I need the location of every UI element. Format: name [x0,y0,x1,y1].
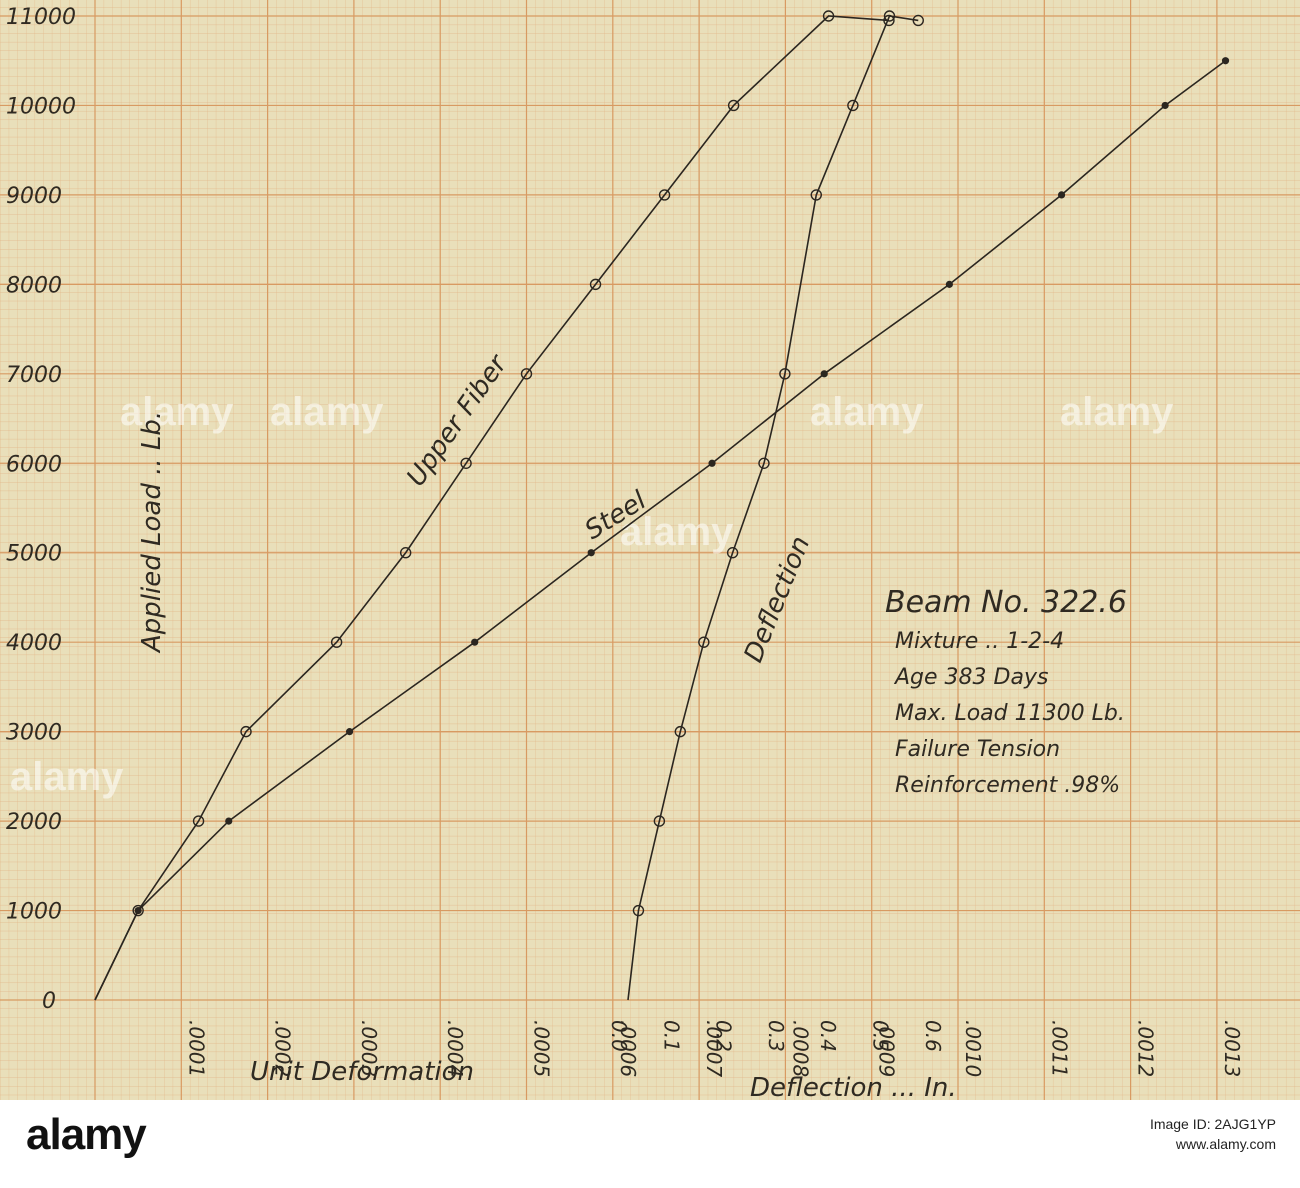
x-tick-label: .0009 [875,1020,899,1077]
x-axis-label: Unit Deformation [250,1057,474,1087]
minor-grid [0,0,1300,1100]
data-point [345,728,354,736]
y-tick-label: 1000 [6,900,62,925]
series-line [94,60,1227,1001]
y-tick-label: 3000 [6,721,62,746]
x-tick-label: .0007 [702,1020,726,1078]
beam-detail-line: Mixture .. 1-2-4 [895,629,1064,654]
x-tick-label: .0006 [616,1020,640,1077]
data-point [1221,57,1230,65]
x-tick-label: .0008 [788,1020,812,1077]
x2-tick-label: 0.1 [659,1020,683,1052]
y-tick-label: 2000 [6,810,62,835]
y-tick-label: 11000 [6,5,76,30]
series-line [627,15,919,1001]
beam-detail-line: Age 383 Days [893,665,1048,690]
data-point [632,904,645,917]
data-point [658,189,671,201]
y-tick-label: 8000 [6,273,62,298]
y-tick-label: 10000 [6,94,76,119]
x-tick-label: .0005 [530,1020,554,1077]
x-tick-label: .0011 [1047,1020,1071,1077]
x2-tick-label: 0.5 [869,1020,893,1052]
data-point [520,368,533,380]
x-tick-label: .0001 [184,1020,208,1077]
data-point [587,549,595,557]
beam-title: Beam No. 322.6 [885,585,1127,620]
x-tick-label: .0004 [443,1020,467,1077]
beam-detail-line: Max. Load 11300 Lb. [895,701,1125,726]
data-point [945,280,953,288]
x2-tick-label: 0.0 [607,1020,631,1052]
x2-axis-label: Deflection ... In. [750,1073,957,1100]
footer-bar [0,1100,1300,1188]
x2-tick-label: 0.4 [816,1020,840,1052]
footer-logo: alamy [26,1110,147,1159]
data-point [698,636,710,648]
data-point [822,10,835,22]
data-point [589,278,602,291]
data-point [810,189,822,201]
data-point [192,815,205,827]
y-tick-label: 6000 [6,452,62,477]
y-tick-label: 9000 [6,184,62,209]
data-point [674,725,686,738]
data-point [653,815,666,827]
data-point [399,547,412,559]
data-point [471,638,479,646]
watermark-text: alamy [810,390,924,434]
watermark-text: alamy [120,390,234,434]
data-point [708,459,716,467]
data-point [132,904,144,917]
x-tick-label: .0013 [1220,1020,1244,1077]
data-point [883,10,896,22]
series-line [94,15,890,1001]
x-tick-label: .0012 [1134,1020,1158,1077]
data-point [225,817,233,825]
data-point [727,99,740,112]
image-id-label: Image ID: 2AJG1YP [1149,1116,1276,1132]
x-tick-label: .0010 [961,1020,985,1077]
data-point [1057,191,1066,199]
series-layer [94,10,1230,1001]
data-point [820,370,828,378]
data-point [1161,101,1169,110]
footer-info: Image ID: 2AJG1YP www.alamy.com [1150,1114,1276,1154]
watermark-text: alamy [1060,390,1174,434]
y-tick-label: 7000 [6,363,62,388]
data-point [912,14,924,27]
data-point [134,906,142,915]
x2-tick-label: 0.6 [921,1020,945,1052]
data-point [779,368,791,380]
beam-detail-line: Reinforcement .98% [895,773,1120,798]
y-tick-label: 4000 [6,631,62,656]
y-tick-label: 0 [42,989,56,1014]
axes-layer: 0 1000 2000 3000 4000 5000 6000 7000 8000 9000 100… [6,5,1244,1078]
data-point [847,99,859,112]
watermark-text: alamy [270,390,384,434]
data-point [726,547,739,559]
x2-tick-label: 0.2 [712,1020,736,1052]
data-point [758,457,770,469]
beam-detail-line: Failure Tension [895,737,1060,762]
data-point [460,457,472,469]
watermark-text: alamy [10,755,124,799]
x2-tick-label: 0.3 [764,1020,788,1052]
x-tick-label: .0002 [271,1020,295,1077]
major-grid [0,0,1300,1100]
data-point [330,636,343,648]
y-axis-label: Applied Load .. Lb. [137,411,167,654]
x-tick-label: .0003 [357,1020,381,1077]
data-point [240,725,252,738]
site-label: www.alamy.com [1175,1136,1276,1152]
y-tick-label: 5000 [6,542,62,567]
